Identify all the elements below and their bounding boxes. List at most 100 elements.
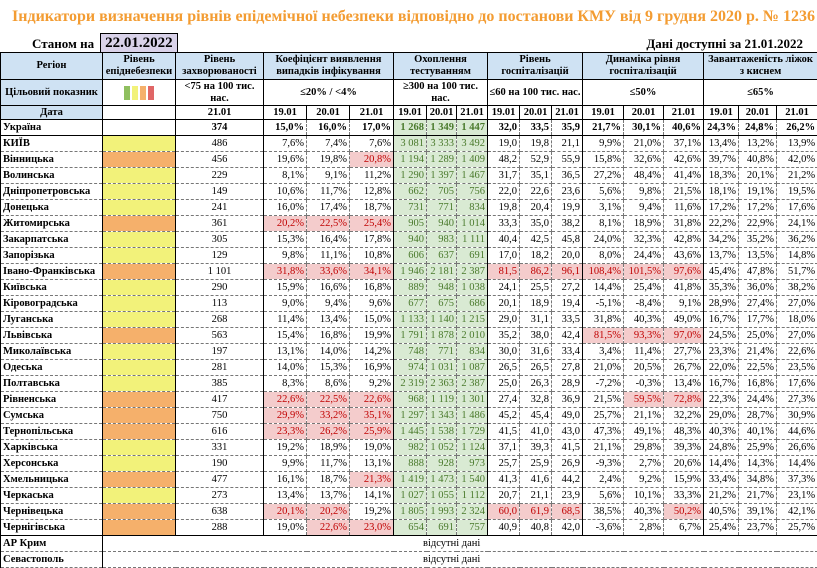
value-cell: 9,1%: [664, 296, 704, 312]
value-cell: 19,9: [552, 200, 583, 216]
value-cell: 16,0%: [264, 200, 307, 216]
value-cell: 22,3%: [704, 392, 739, 408]
region-name: КИЇВ: [1, 136, 103, 152]
date-level-empty: [103, 106, 176, 120]
value-cell: 16,0%: [307, 120, 350, 136]
value-cell: 44,6%: [777, 424, 817, 440]
value-cell: 2 324: [457, 504, 488, 520]
value-cell: 834: [457, 344, 488, 360]
value-cell: 20,7: [488, 488, 520, 504]
value-cell: 30,1%: [624, 120, 664, 136]
value-cell: 1 729: [457, 424, 488, 440]
value-cell: 19,8%: [307, 152, 350, 168]
value-cell: 637: [427, 248, 457, 264]
value-cell: 25,7%: [583, 408, 624, 424]
value-cell: 18,9: [520, 296, 552, 312]
value-cell: 22,5%: [307, 392, 350, 408]
value-cell: 21,1: [520, 488, 552, 504]
value-cell: 16,4%: [307, 232, 350, 248]
date-label: Дата: [1, 106, 103, 120]
date-incidence: 21.01: [176, 106, 264, 120]
value-cell: 20,6%: [664, 456, 704, 472]
value-cell: 21,7%: [583, 120, 624, 136]
value-cell: 662: [394, 184, 427, 200]
danger-level-cell: [103, 408, 176, 424]
target-beds: ≤65%: [704, 80, 817, 106]
value-cell: 18,1%: [704, 184, 739, 200]
danger-level-cell: [103, 136, 176, 152]
value-cell: 24,0%: [583, 232, 624, 248]
value-cell: 30,0: [488, 344, 520, 360]
value-cell: 23,6: [552, 184, 583, 200]
value-cell: 11,7%: [307, 456, 350, 472]
region-name: Миколаївська: [1, 344, 103, 360]
value-cell: 48,3%: [664, 424, 704, 440]
value-cell: -5,1%: [583, 296, 624, 312]
value-cell: 1 791: [394, 328, 427, 344]
value-cell: 81,5%: [583, 328, 624, 344]
value-cell: 1 538: [427, 424, 457, 440]
value-cell: 23,7%: [739, 520, 777, 536]
danger-level-cell: [103, 296, 176, 312]
value-cell: 31,7: [488, 168, 520, 184]
value-cell: 8,3%: [264, 376, 307, 392]
value-cell: 3,4%: [583, 344, 624, 360]
date-header: 20.01: [427, 106, 457, 120]
value-cell: 748: [394, 344, 427, 360]
date-header: 21.01: [350, 106, 394, 120]
value-cell: 61,9: [520, 504, 552, 520]
value-cell: 750: [176, 408, 264, 424]
value-cell: 1 419: [394, 472, 427, 488]
value-cell: 22,5%: [739, 360, 777, 376]
value-cell: 34,1%: [350, 264, 394, 280]
value-cell: 33,4%: [704, 472, 739, 488]
value-cell: 12,8%: [350, 184, 394, 200]
value-cell: 9,1%: [307, 168, 350, 184]
value-cell: 22,6: [520, 184, 552, 200]
value-cell: 42,0: [552, 520, 583, 536]
region-name: Полтавська: [1, 376, 103, 392]
no-data-text: відсутні дані: [103, 536, 817, 552]
value-cell: 15,0%: [264, 120, 307, 136]
header-testing: Охоплення тестуванням: [394, 53, 488, 80]
value-cell: 23,3%: [704, 344, 739, 360]
region-name: Одеська: [1, 360, 103, 376]
value-cell: 35,2: [488, 328, 520, 344]
value-cell: 16,7%: [704, 312, 739, 328]
value-cell: 44,2: [552, 472, 583, 488]
value-cell: 606: [394, 248, 427, 264]
value-cell: 21,2%: [777, 168, 817, 184]
value-cell: 45,8: [552, 232, 583, 248]
level-legend: [103, 80, 176, 106]
value-cell: 21,5%: [664, 184, 704, 200]
value-cell: 771: [427, 344, 457, 360]
value-cell: 290: [176, 280, 264, 296]
value-cell: 983: [427, 232, 457, 248]
value-cell: 16,7%: [704, 376, 739, 392]
danger-level-cell: [103, 152, 176, 168]
value-cell: 22,0%: [704, 360, 739, 376]
value-cell: 16,8%: [307, 328, 350, 344]
value-cell: 19,0%: [350, 440, 394, 456]
value-cell: 24,4%: [739, 392, 777, 408]
value-cell: 13,4%: [664, 376, 704, 392]
value-cell: 21,0%: [624, 136, 664, 152]
value-cell: 51,7%: [777, 264, 817, 280]
value-cell: 268: [176, 312, 264, 328]
date-header: 19.01: [264, 106, 307, 120]
value-cell: 14,4%: [583, 280, 624, 296]
danger-level-cell: [103, 264, 176, 280]
value-cell: 20,0: [552, 248, 583, 264]
value-cell: 982: [394, 440, 427, 456]
value-cell: 9,4%: [624, 200, 664, 216]
danger-level-cell: [103, 328, 176, 344]
value-cell: 41,3: [488, 472, 520, 488]
target-dyn: ≤50%: [583, 80, 704, 106]
